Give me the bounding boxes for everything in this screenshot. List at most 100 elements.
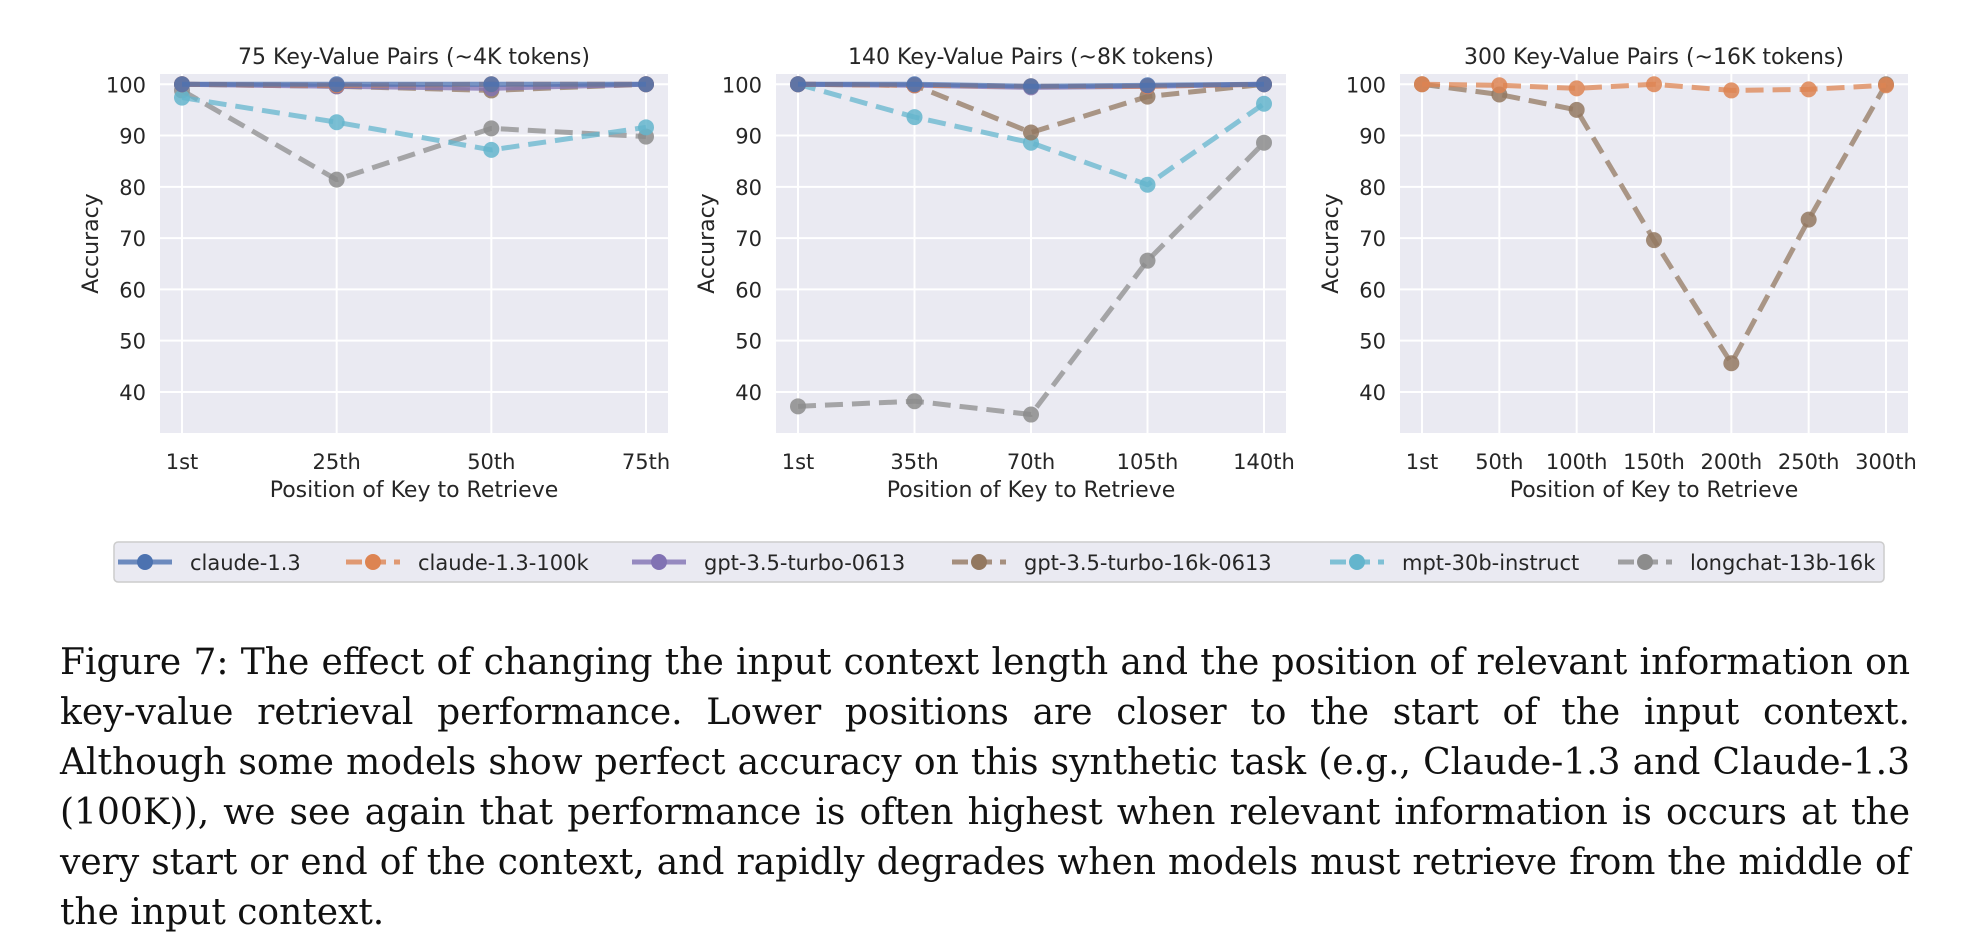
legend-label: claude-1.3 — [190, 551, 301, 575]
chart-title: 140 Key-Value Pairs (~8K tokens) — [848, 45, 1214, 70]
series-claude-1.3-100k — [1414, 76, 1894, 99]
x-tick-label: 105th — [1117, 450, 1179, 474]
x-tick-label: 35th — [890, 450, 938, 474]
y-tick-label: 40 — [1359, 381, 1386, 405]
data-point — [1256, 95, 1272, 112]
y-tick-label: 50 — [735, 330, 762, 354]
x-axis-label: Position of Key to Retrieve — [270, 478, 559, 503]
y-axis-label: Accuracy — [1319, 193, 1344, 293]
series-line — [180, 88, 647, 183]
y-tick-label: 40 — [119, 381, 146, 405]
series-line — [797, 81, 1266, 188]
x-tick-label: 1st — [1406, 450, 1439, 474]
data-point — [328, 114, 345, 131]
data-point — [906, 109, 923, 126]
x-tick-label: 200th — [1701, 450, 1763, 474]
data-point — [1139, 77, 1156, 94]
y-tick-label: 70 — [735, 227, 762, 251]
y-tick-label: 70 — [1359, 227, 1386, 251]
data-point — [1723, 82, 1740, 99]
legend-item-gpt-3.5-turbo-16k-0613: gpt-3.5-turbo-16k-0613 — [952, 551, 1272, 575]
data-point — [1800, 81, 1817, 98]
y-tick-label: 50 — [119, 330, 146, 354]
x-axis-label: Position of Key to Retrieve — [887, 478, 1176, 503]
legend-marker — [1637, 554, 1653, 570]
data-point — [483, 141, 500, 158]
y-tick-label: 60 — [735, 278, 762, 302]
chart-panel-1: 40 50 60 70 80 90 100 1st 25th 50th 75th 75 Key-Val… — [79, 45, 670, 503]
data-point — [1491, 77, 1508, 94]
data-point — [790, 76, 806, 93]
y-tick-label: 90 — [1359, 125, 1386, 149]
data-point — [1023, 78, 1039, 95]
x-tick-label: 70th — [1007, 450, 1055, 474]
data-point — [1023, 124, 1039, 141]
legend-box — [113, 541, 1885, 583]
legend-item-longchat-13b-16k: longchat-13b-16k — [1618, 551, 1876, 575]
series-mpt-30b-instruct — [174, 89, 654, 158]
data-point — [638, 119, 654, 136]
legend-marker — [1349, 554, 1365, 570]
y-tick-label: 90 — [735, 125, 762, 149]
x-tick-label: 75th — [622, 450, 670, 474]
x-tick-label: 250th — [1778, 450, 1840, 474]
legend: claude-1.3 claude-1.3-100k gpt-3.5-turbo-0… — [113, 541, 1885, 583]
data-point — [1723, 355, 1740, 372]
charts-svg: 40 50 60 70 80 90 100 1st 25th 50th 75th 75 Key-Val… — [79, 45, 1917, 583]
data-point — [1568, 101, 1585, 118]
y-axis-label: Accuracy — [695, 193, 720, 293]
legend-item-claude-1.3: claude-1.3 — [118, 551, 301, 575]
data-point — [328, 76, 345, 93]
y-tick-label: 100 — [106, 73, 146, 97]
data-point — [1023, 406, 1039, 423]
data-point — [906, 76, 923, 93]
chart-title: 75 Key-Value Pairs (~4K tokens) — [238, 45, 590, 70]
data-point — [1139, 252, 1156, 269]
legend-label: longchat-13b-16k — [1690, 551, 1876, 575]
y-tick-label: 50 — [1359, 330, 1386, 354]
x-tick-label: 25th — [313, 450, 361, 474]
data-point — [790, 398, 806, 415]
y-tick-label: 70 — [119, 227, 146, 251]
x-tick-label: 300th — [1855, 450, 1917, 474]
data-point — [1256, 76, 1272, 93]
data-point — [1256, 134, 1272, 151]
legend-label: claude-1.3-100k — [418, 551, 589, 575]
y-tick-label: 100 — [722, 73, 762, 97]
series-longchat-13b-16k — [790, 134, 1272, 423]
x-axis-label: Position of Key to Retrieve — [1510, 478, 1799, 503]
x-tick-label: 150th — [1623, 450, 1685, 474]
series-line — [181, 95, 647, 153]
data-point — [328, 171, 345, 188]
plot-area — [160, 74, 668, 433]
x-tick-label: 1st — [166, 450, 199, 474]
data-point — [483, 76, 500, 93]
data-point — [1646, 76, 1662, 93]
x-tick-label: 1st — [782, 450, 815, 474]
chart-title: 300 Key-Value Pairs (~16K tokens) — [1464, 45, 1844, 70]
y-tick-label: 60 — [1359, 278, 1386, 302]
data-point — [483, 120, 500, 137]
legend-item-claude-1.3-100k: claude-1.3-100k — [346, 551, 589, 575]
legend-marker — [971, 554, 987, 570]
data-point — [174, 89, 190, 106]
figure-panels: 40 50 60 70 80 90 100 1st 25th 50th 75th 75 Key-Val… — [79, 45, 1917, 583]
figure-caption: Figure 7: The effect of changing the inp… — [60, 642, 1910, 933]
y-tick-label: 90 — [119, 125, 146, 149]
data-point — [1139, 176, 1156, 193]
y-tick-label: 80 — [1359, 176, 1386, 200]
chart-panel-3: 40 50 60 70 80 90 100 1st 50th 100th 150th 200th 250… — [1319, 45, 1917, 503]
data-point — [1414, 76, 1430, 93]
legend-label: mpt-30b-instruct — [1402, 551, 1579, 575]
data-point — [174, 76, 190, 93]
chart-panel-2: 40 50 60 70 80 90 100 1st 35th 70th 105th 140th 140 … — [695, 45, 1295, 503]
legend-marker — [651, 554, 667, 570]
x-tick-label: 50th — [467, 450, 515, 474]
x-tick-label: 140th — [1233, 450, 1295, 474]
x-tick-label: 50th — [1475, 450, 1523, 474]
y-tick-label: 40 — [735, 381, 762, 405]
data-point — [1878, 77, 1894, 94]
legend-marker — [365, 554, 381, 570]
y-tick-label: 80 — [119, 176, 146, 200]
legend-label: gpt-3.5-turbo-16k-0613 — [1024, 551, 1272, 575]
